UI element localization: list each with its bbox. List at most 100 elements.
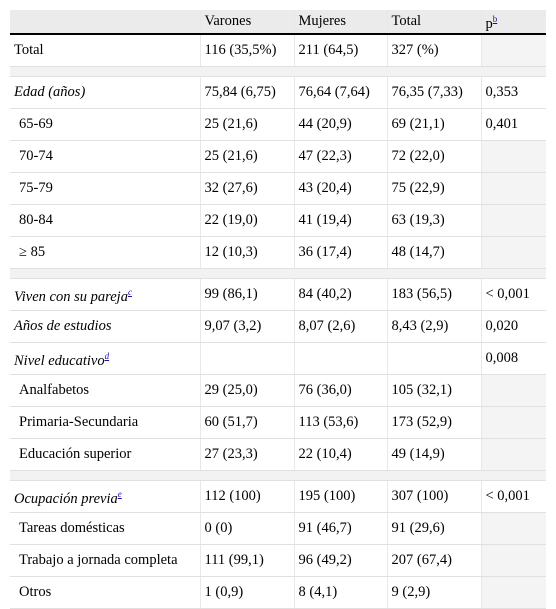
cell-mujeres: 43 (20,4)	[294, 172, 388, 205]
table-row: Educación superior 27 (23,3) 22 (10,4) 4…	[10, 438, 546, 471]
cell-mujeres: 44 (20,9)	[294, 108, 388, 141]
cell-p	[481, 374, 546, 407]
table-row-ocupacion: Ocupación previae 112 (100) 195 (100) 30…	[10, 480, 546, 513]
cell-mujeres: 41 (19,4)	[294, 204, 388, 237]
cell-varones: 111 (99,1)	[200, 544, 295, 577]
cell-varones: 12 (10,3)	[200, 236, 295, 269]
cell-varones: 112 (100)	[200, 480, 295, 513]
cell-total: 183 (56,5)	[387, 278, 482, 311]
cell-mujeres: 211 (64,5)	[294, 34, 388, 67]
cell-mujeres: 8 (4,1)	[294, 576, 388, 609]
row-label: Ocupación previae	[10, 480, 201, 513]
cell-total: 8,43 (2,9)	[387, 310, 482, 343]
cell-total: 72 (22,0)	[387, 140, 482, 173]
cell-p	[481, 406, 546, 439]
cell-total: 307 (100)	[387, 480, 482, 513]
table-row: Otros 1 (0,9) 8 (4,1) 9 (2,9)	[10, 576, 546, 609]
row-label: Años de estudios	[10, 310, 201, 343]
cell-total: 9 (2,9)	[387, 576, 482, 609]
cell-varones: 27 (23,3)	[200, 438, 295, 471]
table-row: 75-79 32 (27,6) 43 (20,4) 75 (22,9)	[10, 172, 546, 205]
table-row: Analfabetos 29 (25,0) 76 (36,0) 105 (32,…	[10, 374, 546, 407]
table-row: 70-74 25 (21,6) 47 (22,3) 72 (22,0)	[10, 140, 546, 173]
table-row: Tareas domésticas 0 (0) 91 (46,7) 91 (29…	[10, 512, 546, 545]
cell-varones	[200, 342, 295, 375]
cell-p	[481, 172, 546, 205]
table-row: 80-84 22 (19,0) 41 (19,4) 63 (19,3)	[10, 204, 546, 237]
table-row: 65-69 25 (21,6) 44 (20,9) 69 (21,1) 0,40…	[10, 108, 546, 141]
cell-total: 91 (29,6)	[387, 512, 482, 545]
cell-mujeres: 91 (46,7)	[294, 512, 388, 545]
cell-varones: 75,84 (6,75)	[200, 76, 295, 109]
cell-varones: 29 (25,0)	[200, 374, 295, 407]
cell-varones: 25 (21,6)	[200, 108, 295, 141]
cell-p	[481, 544, 546, 577]
cell-total: 48 (14,7)	[387, 236, 482, 269]
row-label: 65-69	[10, 108, 201, 141]
cell-varones: 99 (86,1)	[200, 278, 295, 311]
cell-mujeres: 96 (49,2)	[294, 544, 388, 577]
footnote-d-link[interactable]: d	[104, 350, 110, 361]
footnote-b-link[interactable]: b	[492, 13, 498, 24]
row-label: ≥ 85	[10, 236, 201, 269]
cell-p	[481, 140, 546, 173]
cell-p: < 0,001	[481, 278, 546, 311]
row-label: Educación superior	[10, 438, 201, 471]
cell-varones: 60 (51,7)	[200, 406, 295, 439]
cell-total: 69 (21,1)	[387, 108, 482, 141]
table-row-nivel: Nivel educativod 0,008	[10, 342, 546, 375]
row-spacer	[10, 66, 546, 77]
cell-mujeres: 84 (40,2)	[294, 278, 388, 311]
cell-mujeres	[294, 342, 388, 375]
row-spacer	[10, 268, 546, 279]
cell-mujeres: 47 (22,3)	[294, 140, 388, 173]
row-label: Edad (años)	[10, 76, 201, 109]
header-mujeres: Mujeres	[294, 10, 388, 35]
row-spacer	[10, 470, 546, 481]
cell-p	[481, 34, 546, 67]
row-label: Otros	[10, 576, 201, 609]
cell-mujeres: 195 (100)	[294, 480, 388, 513]
table-row-pareja: Viven con su parejac 99 (86,1) 84 (40,2)…	[10, 278, 546, 311]
table-row-estudios: Años de estudios 9,07 (3,2) 8,07 (2,6) 8…	[10, 310, 546, 343]
table-row: ≥ 85 12 (10,3) 36 (17,4) 48 (14,7)	[10, 236, 546, 269]
cell-varones: 1 (0,9)	[200, 576, 295, 609]
cell-mujeres: 8,07 (2,6)	[294, 310, 388, 343]
cell-varones: 25 (21,6)	[200, 140, 295, 173]
cell-p: 0,353	[481, 76, 546, 109]
cell-total: 327 (%)	[387, 34, 482, 67]
cell-total: 105 (32,1)	[387, 374, 482, 407]
cell-p	[481, 512, 546, 545]
row-label: 70-74	[10, 140, 201, 173]
row-label: Total	[10, 34, 201, 67]
row-label: Nivel educativod	[10, 342, 201, 375]
cell-total: 63 (19,3)	[387, 204, 482, 237]
row-label: Trabajo a jornada completa	[10, 544, 201, 577]
table-row-total: Total 116 (35,5%) 211 (64,5) 327 (%)	[10, 34, 546, 67]
cell-varones: 32 (27,6)	[200, 172, 295, 205]
row-label: Analfabetos	[10, 374, 201, 407]
cell-total: 49 (14,9)	[387, 438, 482, 471]
table-row: Primaria-Secundaria 60 (51,7) 113 (53,6)…	[10, 406, 546, 439]
cell-mujeres: 22 (10,4)	[294, 438, 388, 471]
header-p-label: p	[485, 15, 493, 32]
cell-varones: 22 (19,0)	[200, 204, 295, 237]
table-header: Varones Mujeres Total pb	[10, 10, 546, 35]
row-label-text: Ocupación previa	[14, 490, 118, 507]
footnote-e-link[interactable]: e	[117, 488, 122, 499]
cell-total: 207 (67,4)	[387, 544, 482, 577]
header-empty	[10, 10, 201, 35]
cell-varones: 116 (35,5%)	[200, 34, 295, 67]
cell-p: 0,401	[481, 108, 546, 141]
row-label: 75-79	[10, 172, 201, 205]
cell-p	[481, 438, 546, 471]
footnote-c-link[interactable]: c	[127, 286, 132, 297]
header-total: Total	[387, 10, 482, 35]
cell-total	[387, 342, 482, 375]
cell-p: 0,008	[481, 342, 546, 375]
row-label: 80-84	[10, 204, 201, 237]
table-row: Trabajo a jornada completa 111 (99,1) 96…	[10, 544, 546, 577]
row-label: Primaria-Secundaria	[10, 406, 201, 439]
cell-p: 0,020	[481, 310, 546, 343]
cell-varones: 9,07 (3,2)	[200, 310, 295, 343]
